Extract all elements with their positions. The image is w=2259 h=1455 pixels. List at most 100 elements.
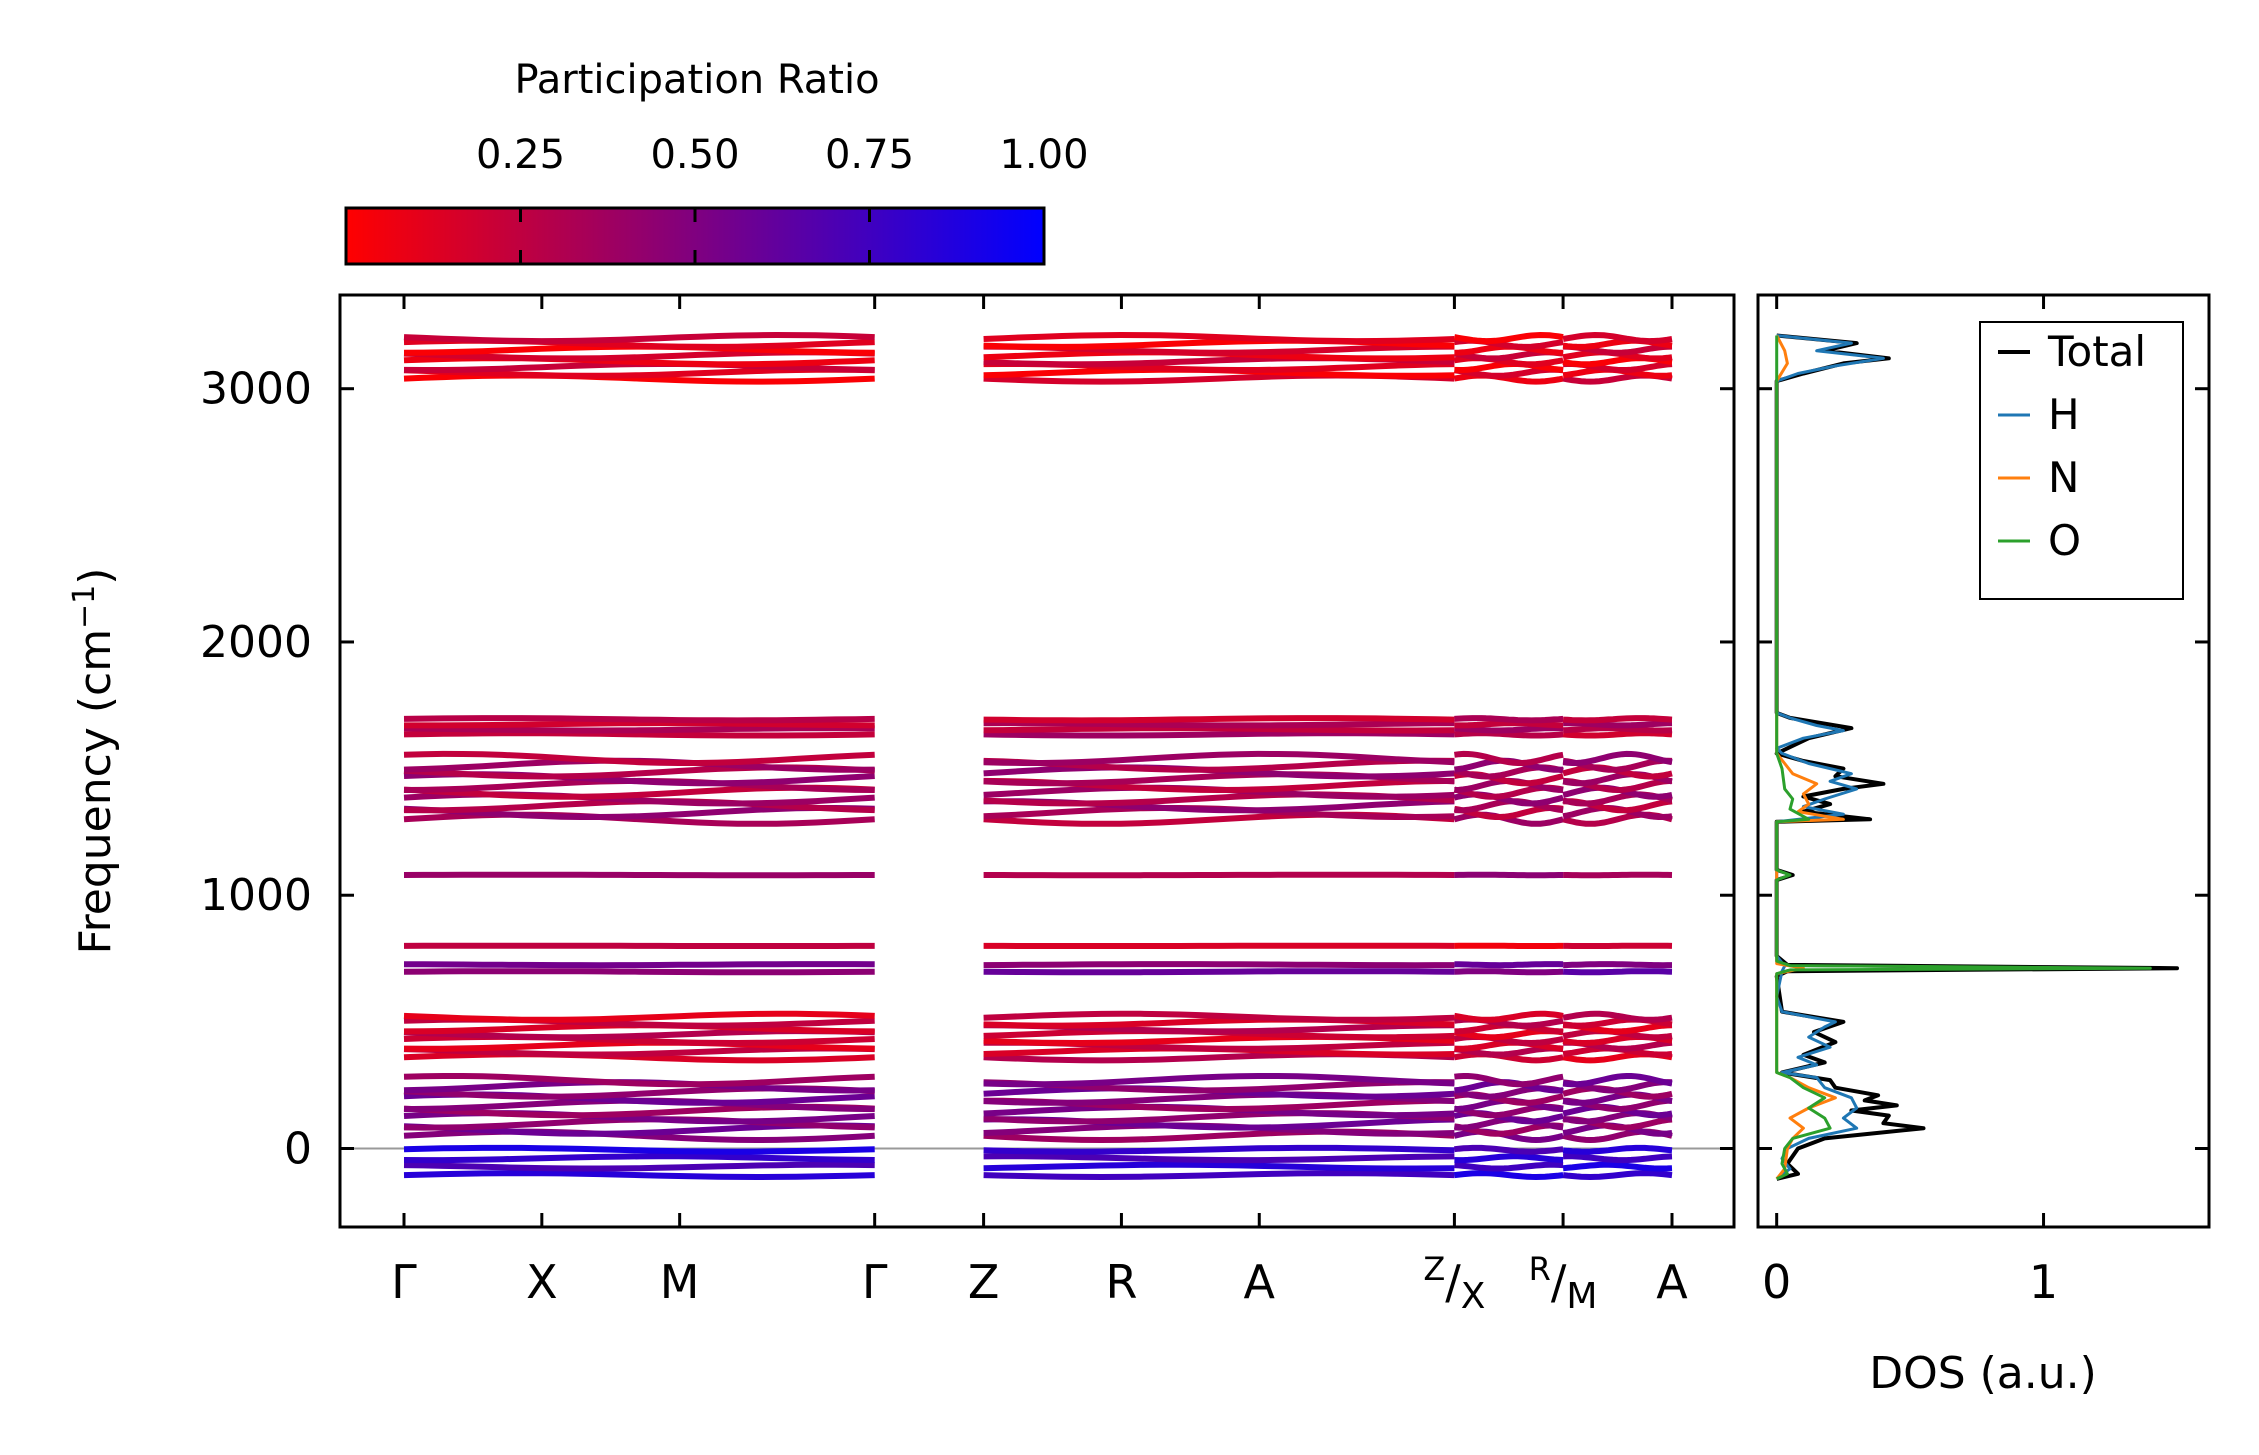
dos-series-h [1775, 334, 1885, 1181]
legend-items: Total HNO [1998, 327, 2146, 565]
band-line [1562, 750, 1673, 766]
band-line [403, 1010, 875, 1023]
band-line [403, 1153, 875, 1164]
band-line [983, 1170, 1455, 1181]
ylabel-close: ) [70, 568, 121, 585]
band-line [404, 720, 875, 729]
ytick-label: 2000 [200, 617, 312, 668]
colorbar: Participation Ratio 0.25 0.50 0.75 1.00 [344, 57, 1089, 266]
band-line [1454, 720, 1564, 729]
band-line [1563, 720, 1673, 729]
dos-legend: Total HNO [1979, 321, 2184, 600]
colorbar-ticks: 0.25 0.50 0.75 1.00 [476, 132, 1089, 264]
xtick-label: Z [968, 1255, 1000, 1309]
legend-label-o: O [2048, 516, 2081, 565]
band-line [983, 968, 1455, 976]
band-line [1454, 1170, 1564, 1181]
xtick-label: A [1244, 1255, 1276, 1309]
xtick-label: R/M [1529, 1250, 1598, 1317]
band-line [403, 871, 875, 879]
colorbar-title: Participation Ratio [514, 57, 879, 103]
xtick-label: R [1105, 1255, 1137, 1309]
high-symmetry-path-ticks: Γ X M Γ Z R A Z/XR/M A [391, 295, 1688, 1317]
band-line [1453, 1010, 1564, 1023]
dos-series-o [1775, 335, 2152, 1181]
dos-curves [1774, 333, 2179, 1181]
band-line [403, 750, 875, 766]
band-line [1454, 1153, 1564, 1164]
xtick-label-superscript: R [1529, 1250, 1551, 1288]
band-line [1454, 871, 1564, 879]
dos-xtick-label: 0 [1762, 1255, 1791, 1309]
band-line [983, 1144, 1455, 1155]
band-line [403, 730, 875, 739]
band-line [983, 871, 1455, 879]
band-line [403, 725, 875, 734]
legend-label-total: Total [2047, 327, 2146, 376]
colorbar-tick-label: 0.50 [650, 132, 739, 178]
band-line [1454, 1161, 1564, 1172]
band-line [1562, 1073, 1673, 1088]
band-line [983, 730, 1455, 739]
dos-xtick-label: 1 [2029, 1255, 2058, 1309]
xtick-label: X [526, 1255, 558, 1309]
band-line [403, 968, 875, 976]
colorbar-tick-label: 0.75 [825, 132, 914, 178]
band-plot-frame [338, 293, 1736, 1229]
band-line [1563, 961, 1672, 969]
band-line [1562, 1144, 1673, 1155]
band-line [403, 1170, 875, 1181]
xtick-label-subscript: X [1461, 1276, 1486, 1317]
ylabel-superscript: −1 [67, 585, 102, 629]
phonon-bands [403, 331, 1673, 1181]
band-line [983, 1073, 1455, 1088]
band-line [983, 720, 1455, 729]
ytick-label: 1000 [200, 870, 312, 921]
band-line [1454, 750, 1564, 766]
band-line [1562, 725, 1673, 734]
band-line [1454, 968, 1564, 976]
colorbar-tick-label: 1.00 [999, 132, 1088, 178]
xtick-label-subscript: M [1566, 1276, 1597, 1317]
colorbar-tick-label: 0.25 [476, 132, 565, 178]
xtick-label-main: / [1445, 1255, 1461, 1309]
ytick-label: 0 [284, 1123, 312, 1174]
band-line [983, 331, 1455, 345]
band-line [403, 1161, 875, 1172]
band-line [1562, 1161, 1673, 1172]
band-line [1563, 1153, 1673, 1164]
legend-frame [1979, 321, 2184, 600]
xtick-label: Γ [391, 1255, 417, 1309]
band-line [983, 1153, 1455, 1164]
band-line [983, 1010, 1455, 1023]
legend-label-h: H [2048, 390, 2080, 439]
xtick-label: Z/X [1423, 1250, 1485, 1317]
band-line [1562, 1170, 1673, 1181]
band-line [1454, 1073, 1564, 1088]
dos-frequency-ticks [1758, 387, 2209, 1150]
frequency-axis-ticks: 0 1000 2000 3000 [200, 364, 1734, 1174]
frequency-axis-label: Frequency (cm−1) [67, 568, 121, 955]
band-line [403, 1073, 875, 1088]
band-line [403, 1144, 875, 1155]
band-line [1454, 715, 1564, 724]
band-line [983, 725, 1455, 734]
ylabel-text: Frequency (cm [70, 629, 121, 955]
band-line [403, 715, 875, 724]
band-line [403, 331, 875, 345]
band-line [1453, 331, 1564, 345]
xtick-label: Γ [862, 1255, 888, 1309]
band-line [983, 715, 1455, 724]
band-line [403, 961, 875, 969]
band-line [1454, 1144, 1564, 1155]
band-line [1454, 961, 1564, 969]
band-line [983, 750, 1455, 766]
band-line [983, 1161, 1455, 1172]
xtick-label: M [660, 1255, 700, 1309]
band-line [1562, 968, 1673, 976]
band-line [1562, 331, 1673, 345]
dos-axis-label: DOS (a.u.) [1869, 1348, 2097, 1399]
